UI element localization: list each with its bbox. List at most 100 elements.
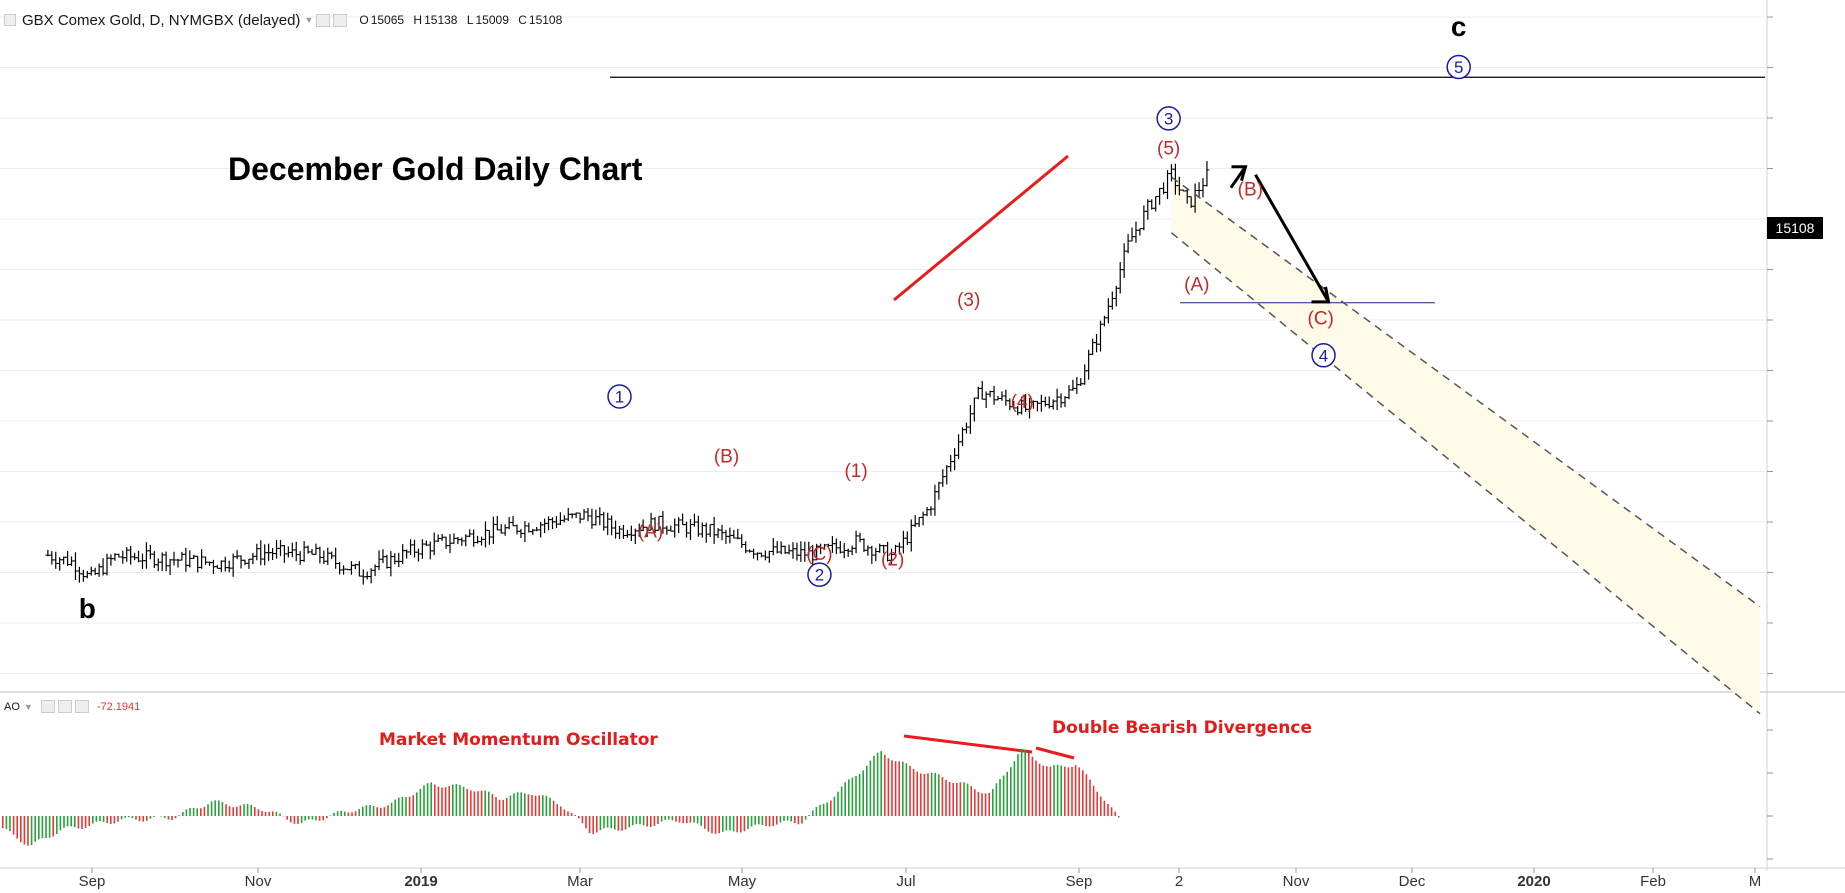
settings-icon[interactable]	[316, 13, 331, 27]
oscillator-name[interactable]: AO	[4, 700, 20, 713]
open-value: 15065	[370, 13, 405, 27]
oscillator-bar	[275, 811, 278, 816]
oscillator-bar	[99, 816, 101, 822]
wave-label-major: c	[1451, 11, 1467, 42]
oscillator-bar	[448, 786, 450, 816]
close-icon[interactable]	[74, 700, 89, 713]
oscillator-bar	[736, 816, 738, 833]
oscillator-bar	[876, 752, 879, 816]
oscillator-bar	[254, 807, 256, 816]
oscillator-bar	[290, 816, 292, 823]
oscillator-bar	[315, 816, 317, 821]
wave-label-circled: 4	[1319, 346, 1328, 365]
oscillator-bar	[873, 755, 875, 816]
oscillator-bar	[243, 804, 245, 816]
wave-label-minor: (4)	[1011, 392, 1034, 413]
oscillator-bar	[848, 779, 850, 816]
oscillator-bar	[941, 777, 944, 816]
oscillator-bar	[257, 809, 260, 816]
oscillator-bar	[596, 816, 598, 833]
oscillator-bar	[563, 809, 566, 816]
oscillator-bar	[351, 812, 353, 816]
hide-icon[interactable]	[57, 700, 72, 713]
oscillator-bar	[628, 816, 630, 828]
oscillator-bar	[405, 797, 407, 816]
oscillator-bar	[1110, 807, 1113, 816]
oscillator-bar	[646, 816, 648, 827]
wave-label-circled: 2	[815, 566, 824, 585]
oscillator-bar	[77, 816, 80, 829]
oscillator-bar	[880, 751, 882, 816]
hide-icon[interactable]	[333, 13, 348, 27]
last-price-tag: 15108	[1767, 217, 1823, 239]
wave-label-minor: (A)	[1184, 274, 1209, 295]
oscillator-bar	[34, 816, 36, 842]
ohlc-values: O 15065 H 15138 L 15009 C 15108	[353, 13, 562, 27]
oscillator-bar	[776, 816, 778, 825]
oscillator-bar	[578, 816, 580, 819]
oscillator-bar	[992, 788, 994, 816]
symbol-title[interactable]: GBX Comex Gold, D, NYMGBX (delayed)	[22, 11, 301, 29]
wave-circle	[1311, 343, 1336, 368]
oscillator-bar	[945, 779, 947, 816]
oscillator-bar	[1038, 763, 1041, 816]
low-value: 15009	[475, 13, 509, 27]
oscillator-bar	[743, 816, 746, 832]
chevron-down-icon[interactable]: ▼	[304, 15, 314, 25]
oscillator-bar	[1064, 766, 1066, 816]
oscillator-bar	[23, 816, 26, 845]
oscillator-bar	[956, 782, 958, 816]
oscillator-bar	[9, 816, 11, 832]
oscillator-bar	[923, 773, 926, 816]
oscillator-bar	[318, 816, 321, 821]
oscillator-bar	[1020, 748, 1023, 816]
oscillator-bar	[470, 790, 472, 816]
oscillator-bar	[228, 806, 231, 816]
oscillator-bar	[387, 805, 389, 816]
close-value: 15108	[528, 13, 563, 27]
oscillator-bar	[750, 816, 753, 827]
oscillator-bar	[502, 799, 504, 816]
wave-label-minor: (A)	[638, 522, 663, 543]
oscillator-bar	[642, 816, 645, 826]
oscillator-bar	[16, 816, 18, 839]
oscillator-bar	[246, 803, 249, 816]
oscillator-bar	[279, 813, 281, 816]
oscillator-bar	[239, 805, 242, 816]
oscillator-bar	[542, 795, 544, 816]
oscillator-bar	[740, 816, 742, 833]
chart-title: December Gold Daily Chart	[228, 151, 643, 187]
oscillator-bar	[66, 816, 69, 827]
oscillator-bar	[110, 816, 112, 824]
oscillator-bar	[117, 816, 119, 822]
oscillator-bar	[185, 809, 188, 816]
oscillator-bar	[1024, 750, 1026, 816]
settings-icon[interactable]	[40, 700, 55, 713]
time-label: 2020	[1517, 873, 1550, 890]
oscillator-bar	[970, 786, 972, 816]
oscillator-bar	[272, 811, 274, 816]
oscillator-bar	[650, 816, 652, 827]
oscillator-bar	[588, 816, 591, 834]
oscillator-bar	[473, 791, 476, 816]
oscillator-bar	[866, 765, 868, 816]
oscillator-bar	[1053, 765, 1055, 816]
oscillator-bar	[300, 816, 303, 823]
wave-labels: b c 1 2 3 4 5 (A) (B) (C) (1) (2) (3) (4) (5) (A) (B) (C)	[79, 11, 1471, 624]
chevron-down-icon[interactable]: ▼	[23, 701, 33, 712]
wedge-trend-line	[893, 154, 1069, 302]
oscillator-bar	[930, 772, 933, 816]
oscillator-bar	[383, 807, 386, 816]
oscillator-bar	[326, 816, 328, 819]
oscillator-bar	[498, 799, 501, 816]
oscillator-bar	[1085, 774, 1088, 816]
oscillator-bar	[855, 776, 857, 816]
oscillator-bar	[639, 816, 641, 825]
oscillator-bar	[783, 816, 785, 821]
oscillator-bar	[495, 797, 497, 816]
oscillator-bar	[1118, 816, 1120, 818]
collapse-icon[interactable]	[4, 14, 16, 26]
oscillator-bar	[207, 804, 209, 816]
